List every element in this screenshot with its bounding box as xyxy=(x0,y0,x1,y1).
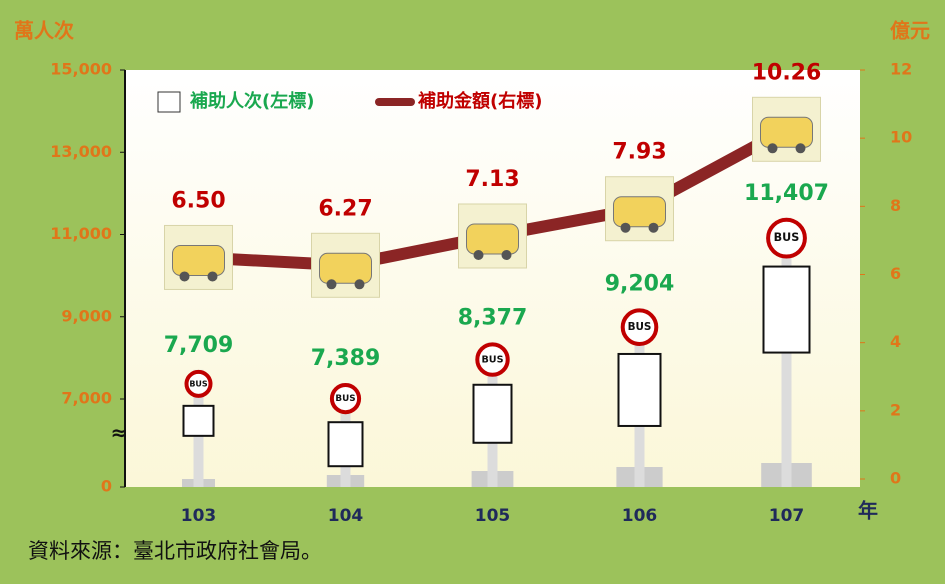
legend-swatch xyxy=(375,98,415,106)
bus-wheel xyxy=(795,143,806,154)
bus-icon xyxy=(172,244,225,276)
bar-value-label: 7,709 xyxy=(164,333,234,358)
line-value-label: 6.27 xyxy=(318,196,372,221)
bar-value-label: 11,407 xyxy=(744,181,829,206)
line-value-label: 7.93 xyxy=(612,140,666,165)
bus-stop-sign xyxy=(475,342,510,377)
y-tick-label: 9,000 xyxy=(61,306,112,325)
bus-stop-sign xyxy=(329,383,362,415)
y2-tick-label: 12 xyxy=(890,60,912,79)
bus-stop-sign xyxy=(620,308,659,346)
sign-text: BUS xyxy=(335,394,355,404)
y2-tick-label: 0 xyxy=(890,469,901,488)
bus-wheel xyxy=(207,271,218,282)
line-value-label: 6.50 xyxy=(171,188,225,213)
x-tick-label: 103 xyxy=(181,506,217,526)
sign-panel xyxy=(182,404,215,437)
x-tick-label: 105 xyxy=(475,506,511,526)
axis-break: ≈ xyxy=(111,421,128,445)
y2-tick-label: 4 xyxy=(890,332,901,351)
y-tick-label: 15,000 xyxy=(50,60,112,79)
bus-icon xyxy=(613,196,666,228)
y2-axis-label: 億元 xyxy=(890,19,930,43)
bus-wheel xyxy=(326,279,337,290)
bus-stop-sign xyxy=(766,217,807,259)
bus-wheel xyxy=(620,222,631,233)
legend-swatch xyxy=(157,91,181,113)
legend: 補助人次(左標) 補助金額(右標) xyxy=(157,90,542,113)
bus-wheel xyxy=(354,279,365,290)
bar-value-label: 7,389 xyxy=(311,346,381,371)
y-axis-label: 萬人次 xyxy=(14,19,74,43)
bus-icon xyxy=(760,116,813,148)
bus-icon xyxy=(466,223,519,255)
bus-wheel xyxy=(767,143,778,154)
y-tick-label: 11,000 xyxy=(50,224,112,243)
y2-tick-label: 8 xyxy=(890,196,901,215)
sign-panel xyxy=(617,352,662,427)
x-axis-label: 年 xyxy=(858,499,878,523)
sign-text: BUS xyxy=(481,355,503,366)
sign-text: BUS xyxy=(628,321,652,333)
y-tick-label: 7,000 xyxy=(61,389,112,408)
sign-panel xyxy=(327,421,364,468)
bus-stop-sign xyxy=(184,369,213,398)
bus-wheel xyxy=(501,249,512,260)
x-tick-label: 106 xyxy=(622,506,658,526)
source: 資料來源：臺北市政府社會局。 xyxy=(28,539,322,563)
bus-wheel xyxy=(648,222,659,233)
x-tick-label: 107 xyxy=(769,506,805,526)
sign-text: BUS xyxy=(774,231,800,244)
legend-label: 補助人次(左標) xyxy=(189,90,314,112)
bus-icon xyxy=(319,252,372,284)
sign-panel xyxy=(762,265,811,354)
y2-tick-label: 6 xyxy=(890,264,901,283)
bar-value-label: 8,377 xyxy=(458,305,528,330)
bus-wheel xyxy=(179,271,190,282)
y2-tick-label: 10 xyxy=(890,128,912,147)
sign-text: BUS xyxy=(189,379,208,388)
line-value-label: 7.13 xyxy=(465,167,519,192)
sign-panel xyxy=(472,383,513,444)
line-value-label: 10.26 xyxy=(752,60,822,85)
y2-tick-label: 2 xyxy=(890,400,901,419)
bar-value-label: 9,204 xyxy=(605,271,675,296)
legend-label: 補助金額(右標) xyxy=(417,90,542,112)
x-tick-label: 104 xyxy=(328,506,364,526)
y-tick-label: 0 xyxy=(101,477,112,496)
bus-wheel xyxy=(473,249,484,260)
y-tick-label: 13,000 xyxy=(50,142,112,161)
